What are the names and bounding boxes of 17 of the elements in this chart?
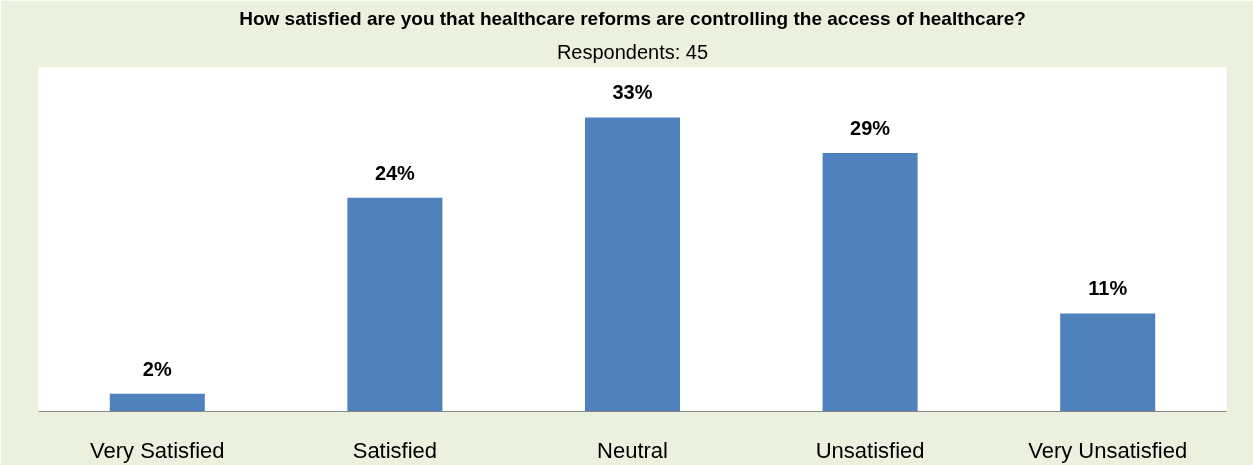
data-label: 24% bbox=[374, 161, 416, 184]
data-label: 2% bbox=[142, 357, 172, 380]
x-tick-label: Unsatisfied bbox=[815, 437, 925, 463]
bar bbox=[584, 117, 681, 412]
x-tick-label: Satisfied bbox=[352, 437, 438, 463]
chart-subtitle: Respondents: 45 bbox=[556, 40, 709, 63]
data-label: 33% bbox=[612, 81, 653, 104]
bar bbox=[109, 393, 205, 412]
x-tick-label: Very Unsatisfied bbox=[1028, 437, 1188, 463]
bar bbox=[347, 197, 443, 412]
data-label: 29% bbox=[850, 117, 891, 140]
data-label: 11% bbox=[1088, 277, 1128, 300]
bar bbox=[822, 153, 918, 412]
x-tick-label: Neutral bbox=[597, 437, 668, 463]
chart-title: How satisfied are you that healthcare reforms are controlling the access of healthcare? bbox=[239, 7, 1026, 29]
bar bbox=[1060, 313, 1156, 412]
x-tick-label: Very Satisfied bbox=[90, 437, 225, 463]
